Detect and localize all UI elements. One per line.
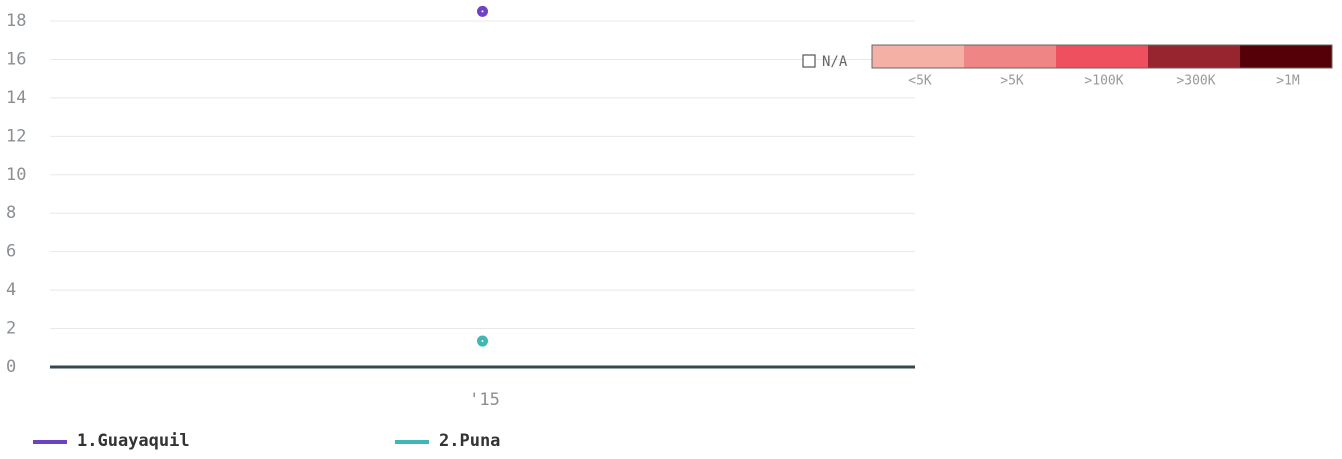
legend-label: 2.Puna (439, 431, 500, 451)
y-tick-label: 4 (6, 280, 16, 300)
color-bin (1056, 45, 1148, 68)
legend-label: 1.Guayaquil (77, 431, 190, 451)
y-tick-label: 10 (6, 165, 26, 185)
y-tick-label: 14 (6, 88, 26, 108)
x-tick-label: '15 (469, 390, 500, 410)
data-point-center (481, 10, 484, 13)
y-tick-label: 12 (6, 126, 26, 146)
color-bin-label: >1M (1276, 74, 1300, 89)
color-bin-label: >300K (1176, 74, 1215, 89)
color-bin (1148, 45, 1240, 68)
color-bin (964, 45, 1056, 68)
color-bin-label: >5K (1000, 74, 1024, 89)
y-tick-label: 6 (6, 242, 16, 262)
color-bar-border (871, 44, 1333, 69)
y-tick-label: 18 (6, 11, 26, 31)
na-label: N/A (822, 54, 848, 70)
color-bin-label: <5K (908, 74, 932, 89)
y-tick-label: 8 (6, 203, 16, 223)
y-tick-label: 16 (6, 49, 26, 69)
y-tick-label: 2 (6, 319, 16, 339)
color-bin (1240, 45, 1332, 68)
na-swatch (802, 54, 816, 68)
color-bin-label: >100K (1084, 74, 1123, 89)
data-point-center (481, 340, 484, 343)
y-tick-label: 0 (6, 357, 16, 377)
color-bin (872, 45, 964, 68)
